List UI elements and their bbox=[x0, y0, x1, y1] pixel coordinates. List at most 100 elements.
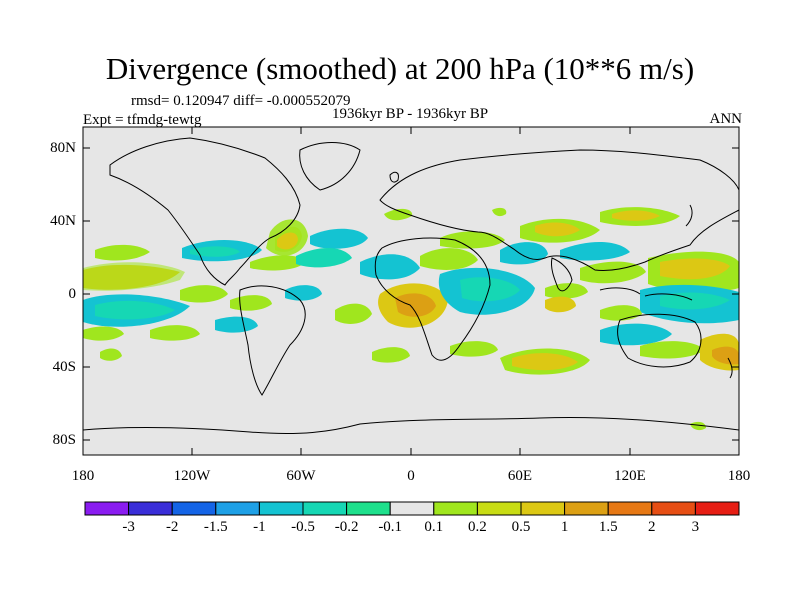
colorbar-swatch bbox=[433, 501, 478, 516]
coastlines bbox=[83, 137, 739, 435]
lon-label: 180 bbox=[71, 468, 95, 484]
lat-label: 80N bbox=[50, 140, 76, 156]
contour-patch bbox=[372, 347, 410, 363]
contour-patch bbox=[712, 346, 739, 365]
contour-patch bbox=[535, 222, 580, 237]
contour-patch bbox=[660, 258, 730, 280]
colorbar-swatch bbox=[520, 501, 566, 516]
coastline-north-america bbox=[109, 137, 301, 286]
contour-patch bbox=[310, 228, 368, 249]
contour-patch bbox=[296, 247, 352, 268]
contour-patch bbox=[83, 326, 124, 341]
colorbar-label: 1 bbox=[560, 519, 569, 535]
lat-label: 40N bbox=[50, 213, 76, 229]
colorbar bbox=[84, 501, 740, 516]
colorbar-swatch bbox=[564, 501, 609, 516]
coastline-australia bbox=[617, 313, 702, 368]
lon-label: 120W bbox=[173, 468, 211, 484]
contour-patch bbox=[190, 246, 240, 257]
colorbar-swatch bbox=[346, 501, 391, 516]
period-label: 1936kyr BP - 1936kyr BP bbox=[331, 106, 489, 122]
contour-patch bbox=[277, 232, 298, 250]
lat-label: 0 bbox=[68, 286, 77, 302]
colorbar-swatch bbox=[215, 501, 260, 516]
contour-patch bbox=[545, 296, 576, 313]
contour-patch bbox=[440, 231, 505, 249]
coastline-india bbox=[551, 257, 573, 292]
lat-ticks bbox=[83, 147, 739, 441]
colorbar-label: -0.5 bbox=[291, 519, 315, 535]
colorbar-swatch bbox=[389, 501, 435, 516]
colorbar-swatch bbox=[607, 501, 653, 516]
coastline-africa bbox=[374, 237, 491, 361]
contour-patch bbox=[100, 348, 122, 361]
season-label: ANN bbox=[709, 111, 743, 127]
contour-patch bbox=[690, 421, 706, 431]
coastline-new-zealand bbox=[727, 357, 733, 379]
colorbar-label: 1.5 bbox=[598, 519, 618, 535]
colorbar-label: -1 bbox=[253, 519, 266, 535]
contour-patch bbox=[420, 248, 478, 270]
colorbar-swatch bbox=[258, 501, 304, 516]
colorbar-label: -2 bbox=[165, 519, 179, 535]
plot-title: Divergence (smoothed) at 200 hPa (10**6 … bbox=[105, 51, 695, 86]
coastline-antarctica bbox=[83, 417, 739, 435]
contour-patch bbox=[83, 262, 185, 291]
contour-patch bbox=[395, 293, 436, 317]
coastline-uk bbox=[389, 171, 399, 183]
contour-patch bbox=[612, 210, 660, 221]
coastline-eurasia bbox=[379, 149, 739, 271]
experiment-label: Expt = tfmdg-tewtg bbox=[83, 112, 202, 128]
contour-patch bbox=[460, 277, 520, 302]
colorbar-label: 0.1 bbox=[424, 519, 444, 535]
lon-ticks bbox=[191, 127, 631, 455]
contour-patch bbox=[560, 241, 630, 261]
contour-patch bbox=[215, 316, 258, 333]
colorbar-swatch bbox=[302, 501, 348, 516]
colorbar-label: 0.2 bbox=[468, 519, 487, 535]
coastline-indonesia bbox=[599, 287, 641, 295]
colorbar-swatch bbox=[476, 501, 522, 516]
colorbar-swatch bbox=[694, 501, 740, 516]
contour-patch bbox=[335, 303, 372, 324]
colorbar-swatch bbox=[128, 501, 173, 516]
colorbar-label: -0.2 bbox=[334, 519, 359, 535]
contour-patch bbox=[360, 254, 420, 280]
coastline-indonesia bbox=[644, 293, 693, 301]
lon-label: 60W bbox=[286, 468, 316, 484]
contour-patch bbox=[512, 353, 578, 371]
contour-patch bbox=[95, 300, 175, 320]
contour-patch bbox=[384, 208, 413, 221]
colorbar-swatch bbox=[171, 501, 217, 516]
coastline-greenland bbox=[299, 142, 361, 191]
colorbar-swatch bbox=[84, 501, 130, 516]
stats-line: rmsd= 0.120947 diff= -0.000552079 bbox=[131, 93, 351, 109]
lon-label: 180 bbox=[727, 468, 751, 484]
contour-patch bbox=[180, 285, 228, 303]
lon-label: 60E bbox=[507, 468, 533, 484]
lon-label: 120E bbox=[614, 468, 646, 484]
contour-patch bbox=[492, 207, 507, 217]
contour-patch bbox=[450, 341, 498, 357]
contour-patch bbox=[285, 285, 322, 301]
colorbar-label: 3 bbox=[691, 519, 700, 535]
divergence-field bbox=[83, 207, 739, 431]
contour-patch bbox=[150, 325, 200, 341]
colorbar-label: -3 bbox=[122, 519, 135, 535]
lat-label: 40S bbox=[52, 359, 76, 375]
contour-patch bbox=[660, 292, 730, 310]
lon-label: 0 bbox=[407, 468, 415, 484]
lat-label: 80S bbox=[52, 432, 76, 448]
contour-patch bbox=[640, 341, 705, 359]
colorbar-label: -0.1 bbox=[378, 519, 403, 535]
contour-patch bbox=[95, 244, 150, 261]
colorbar-label: -1.5 bbox=[203, 519, 228, 535]
contour-patch bbox=[545, 283, 588, 299]
colorbar-label: 2 bbox=[648, 519, 656, 535]
colorbar-label: 0.5 bbox=[511, 519, 531, 535]
contour-patch bbox=[250, 255, 306, 271]
colorbar-swatch bbox=[651, 501, 696, 516]
coastline-south-america bbox=[239, 285, 306, 396]
coastline-japan bbox=[685, 204, 693, 227]
